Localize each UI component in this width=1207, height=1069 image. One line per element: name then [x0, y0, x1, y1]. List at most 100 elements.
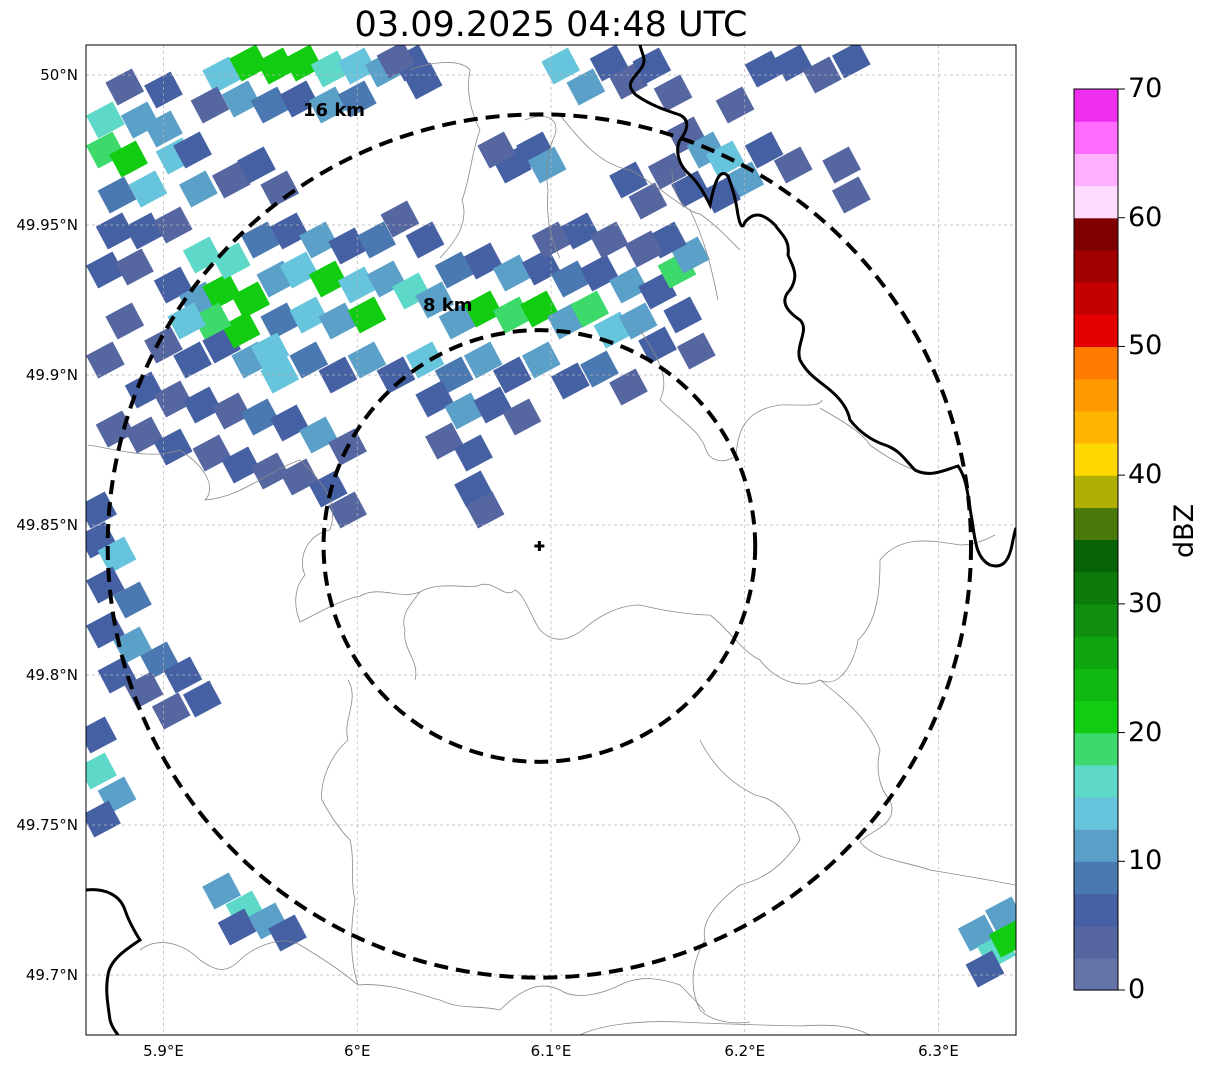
echo-cell	[551, 362, 590, 400]
echo-cell	[241, 398, 280, 436]
echo-cell	[97, 536, 137, 574]
echo-cell	[831, 45, 871, 79]
echo-cell	[299, 416, 338, 454]
lon-tick-label: 5.9°E	[143, 1042, 184, 1060]
echo-cell	[250, 452, 290, 490]
colorbar-segment	[1074, 121, 1118, 154]
echo-cell	[86, 491, 117, 529]
echo-cell	[97, 176, 137, 214]
colorbar-unit-label: dBZ	[1169, 503, 1200, 558]
colorbar-segment	[1074, 507, 1118, 541]
echo-cell	[310, 50, 350, 88]
colorbar-segment	[1074, 571, 1118, 605]
echo-cell	[744, 50, 784, 88]
echo-cell	[115, 248, 154, 286]
commune-boundary	[409, 62, 481, 259]
commune-boundary	[295, 459, 334, 623]
colorbar-segment	[1074, 957, 1118, 991]
echo-cell	[589, 221, 629, 259]
echo-cell	[463, 341, 503, 379]
echo-cell	[773, 146, 813, 184]
echo-cell	[403, 62, 443, 100]
echo-cell	[802, 56, 842, 94]
echo-cell	[628, 182, 668, 220]
echo-cell	[638, 326, 677, 364]
echo-cell	[192, 434, 232, 472]
colorbar-segment	[1074, 282, 1118, 315]
colorbar-segment	[1074, 89, 1118, 122]
colorbar-tick-label: 0	[1128, 974, 1146, 1005]
echo-cell	[283, 45, 323, 82]
echo-cell	[380, 200, 420, 238]
colorbar-segment	[1074, 764, 1118, 798]
lon-tick-label: 6.2°E	[724, 1042, 766, 1060]
echo-cell	[653, 74, 693, 112]
echo-cell	[289, 296, 329, 334]
echo-cell	[502, 398, 542, 436]
commune-boundary	[579, 1021, 871, 1035]
range-ring-8km	[321, 328, 758, 764]
echo-cell	[663, 296, 703, 334]
echo-cell	[229, 45, 269, 82]
echo-cell	[105, 68, 145, 106]
echo-cell	[167, 302, 207, 340]
colorbar-segment	[1074, 217, 1118, 251]
echo-cell	[318, 356, 358, 394]
echo-cell	[463, 242, 503, 280]
echo-cell	[221, 311, 261, 349]
echo-cell	[744, 131, 784, 169]
echo-cell	[376, 356, 416, 394]
colorbar-segment	[1074, 700, 1118, 734]
echo-cell	[551, 260, 590, 298]
echo-cell	[260, 170, 300, 208]
lon-tick-label: 6°E	[343, 1042, 371, 1060]
echo-cell	[124, 212, 164, 250]
colorbar-segment	[1074, 249, 1118, 283]
echo-cell	[86, 716, 117, 754]
echo-cell	[221, 80, 261, 118]
echo-cell	[211, 392, 251, 430]
echo-cell	[473, 386, 513, 424]
colorbar-segment	[1074, 829, 1118, 862]
echo-cell	[279, 251, 319, 289]
range-ring-16km	[105, 112, 974, 980]
echo-cell	[609, 266, 648, 304]
border-belgium	[86, 888, 143, 1035]
colorbar-segment	[1074, 378, 1118, 412]
commune-boundary	[559, 114, 719, 301]
echo-cell	[465, 491, 505, 529]
echo-cell	[217, 908, 257, 946]
echo-cell	[580, 254, 619, 292]
echo-cell	[86, 752, 117, 790]
echo-cell	[86, 101, 125, 139]
map-title: 03.09.2025 04:48 UTC	[354, 5, 748, 45]
echo-cell	[308, 260, 348, 298]
colorbar-frame	[1073, 88, 1119, 991]
echo-cell	[202, 56, 241, 94]
echo-cell	[270, 212, 309, 250]
echo-cell	[192, 302, 232, 340]
echo-cell	[706, 140, 745, 178]
lat-tick-label: 49.95°N	[16, 216, 78, 234]
colorbar-segment	[1074, 475, 1118, 508]
colorbar-segment	[1074, 603, 1118, 637]
commune-boundary	[671, 169, 741, 251]
commune-boundary	[639, 329, 823, 462]
lon-tick-label: 6.3°E	[918, 1042, 959, 1060]
echo-cell	[492, 254, 532, 292]
commune-boundary	[403, 591, 421, 681]
colorbar-segment	[1074, 314, 1118, 348]
echo-cell	[95, 212, 135, 250]
echo-cell	[109, 140, 148, 178]
commune-boundary	[321, 679, 359, 986]
radar-echo-layer	[86, 45, 1016, 988]
echo-cell	[179, 170, 218, 208]
commune-boundary	[139, 940, 501, 1011]
echo-cell	[988, 920, 1016, 958]
colorbar-segment	[1074, 668, 1118, 701]
echo-cell	[231, 281, 271, 319]
radar-site-marker	[534, 541, 545, 551]
echo-cell	[279, 80, 319, 118]
echo-cell	[647, 152, 687, 190]
colorbar-tick-label: 70	[1128, 73, 1163, 104]
